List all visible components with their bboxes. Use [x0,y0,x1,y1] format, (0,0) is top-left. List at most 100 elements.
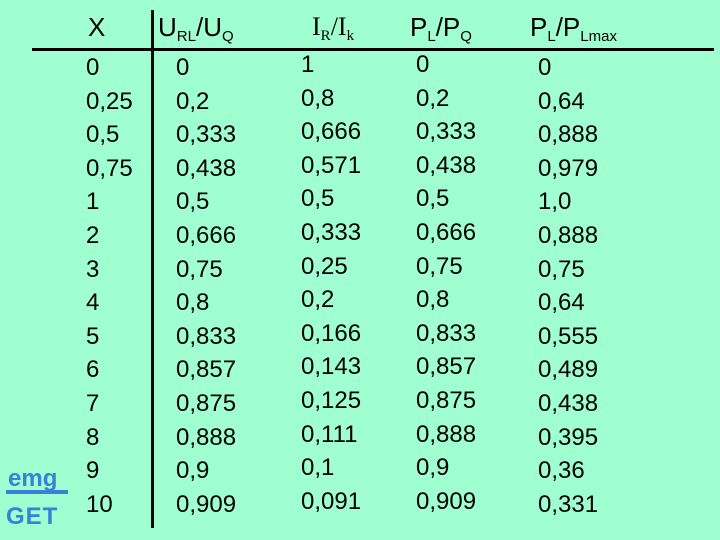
table-cell: 0,9 [416,454,450,482]
table-cell: 0,909 [416,487,477,515]
table-cell: 0,8 [176,289,210,317]
table-cell: 1,0 [538,188,572,216]
table-cell: 0,5 [86,121,120,149]
table-cell: 0,888 [538,221,599,249]
table-cell: 0,571 [301,151,362,179]
table-cell: 0,666 [176,221,237,249]
header-plmax-sub2: Lmax [580,28,617,45]
column-pl-pq: 0 0,2 0,333 0,438 0,5 0,666 0,75 0,8 0,833 0,857 0… [416,48,476,518]
table-cell: 0,395 [538,423,599,451]
header-plmax-slash: /P [555,12,581,42]
table-cell: 8 [86,423,100,451]
table-cell: 0,111 [301,420,358,448]
table-cell: 3 [86,255,100,283]
header-url-main: U [158,12,177,42]
column-url-uq: 0 0,2 0,333 0,438 0,5 0,666 0,75 0,8 0,833 0,857 0… [176,51,236,521]
table-cell: 0,888 [176,423,237,451]
table-cell: 0,2 [416,84,450,112]
table-cell: 0,909 [176,490,237,518]
header-x-label: X [88,12,106,42]
logo-get: GET [6,503,59,530]
column-x: 0 0,25 0,5 0,75 1 2 3 4 5 6 7 8 9 10 [86,51,133,521]
table-cell: 0,75 [538,255,585,283]
header-ir-slash: /I [330,12,347,41]
table-cell: 0,25 [301,252,348,280]
column-pl-plmax: 0 0,64 0,888 0,979 1,0 0,888 0,75 0,64 0,555 0,48… [538,51,598,521]
table-cell: 10 [86,490,113,518]
table-cell: 9 [86,457,100,485]
header-x: X [88,12,105,42]
table-cell: 0 [176,54,190,81]
table-cell: 6 [86,356,100,384]
table-cell: 0,125 [301,386,362,414]
table-cell: 0,64 [538,289,585,317]
header-divider [32,48,714,51]
header-url-slash: /U [195,12,222,42]
table-cell: 0,166 [301,319,362,347]
table-cell: 0,979 [538,154,599,182]
table-cell: 0,833 [416,319,477,347]
header-pl-slash: /P [435,12,461,42]
table-cell: 0,666 [301,118,362,146]
table-cell: 0,857 [416,353,477,381]
logo-underline [6,490,68,494]
header-ir-main: I [312,12,321,41]
table-cell: 0 [416,51,430,78]
header-pq-sub: Q [460,28,472,45]
table-cell: 0,5 [301,185,335,213]
table-cell: 0,1 [301,454,335,482]
table-cell: 1 [301,51,315,78]
header-url-sub: RL [176,28,196,45]
column-divider [151,10,154,528]
table-cell: 0,888 [538,121,599,149]
table-cell: 0,75 [86,154,133,182]
table-cell: 0,875 [176,389,237,417]
table-cell: 0,9 [176,457,210,485]
table-cell: 0,5 [416,185,450,213]
header-pl-pq: PL/PQ [410,12,472,45]
table-cell: 7 [86,389,100,417]
table-cell: 0,875 [416,386,477,414]
logo-emg: emg [8,465,58,492]
table-cell: 0,857 [176,356,237,384]
header-url-uq: URL/UQ [158,12,234,45]
table-cell: 0,36 [538,457,585,485]
header-plmax-sub: L [547,28,556,45]
table-cell: 0,75 [176,255,223,283]
table-cell: 4 [86,289,100,317]
table-cell: 1 [86,188,100,216]
table-cell: 5 [86,322,100,350]
header-ir-ik: IR/Ik [312,12,355,44]
table-cell: 0,331 [538,490,599,518]
table-cell: 0,438 [538,389,599,417]
header-plmax-main: P [530,12,548,42]
header-pl-sub: L [427,28,436,45]
table-cell: 0,333 [301,218,362,246]
table-cell: 0,143 [301,353,362,381]
table-cell: 0 [538,54,552,81]
table-cell: 0,438 [416,151,477,179]
header-ir-sub: R [320,28,331,44]
table-cell: 0,5 [176,188,210,216]
table-cell: 0,333 [416,118,477,146]
table-cell: 0,555 [538,322,599,350]
header-uq-sub: Q [221,28,234,45]
table-cell: 2 [86,221,100,249]
header-ik-sub: k [346,28,355,44]
table-cell: 0,666 [416,218,477,246]
table-cell: 0,438 [176,154,237,182]
column-ir-ik: 1 0,8 0,666 0,571 0,5 0,333 0,25 0,2 0,166 0,143 0… [301,48,361,518]
table-cell: 0,091 [301,487,362,515]
table-cell: 0,8 [301,84,335,112]
header-pl-plmax: PL/PLmax [530,12,617,45]
table-cell: 0,8 [416,286,450,314]
table-cell: 0,489 [538,356,599,384]
table-cell: 0,2 [176,87,210,115]
table-cell: 0,64 [538,87,585,115]
table-cell: 0,25 [86,87,133,115]
table-cell: 0 [86,54,100,81]
table-cell: 0,75 [416,252,463,280]
table-cell: 0,833 [176,322,237,350]
table-cell: 0,2 [301,286,335,314]
table-cell: 0,333 [176,121,237,149]
